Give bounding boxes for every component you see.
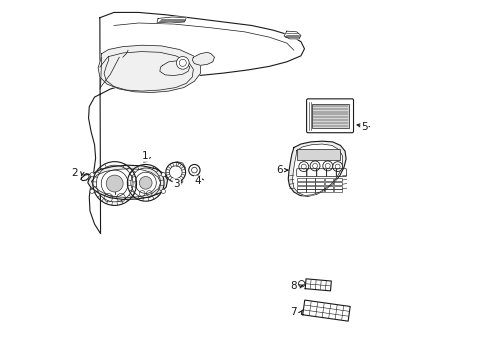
Text: 1: 1: [142, 151, 148, 161]
Bar: [333, 186, 342, 189]
Polygon shape: [284, 31, 300, 39]
Polygon shape: [157, 17, 186, 23]
Bar: [296, 189, 305, 192]
Polygon shape: [305, 279, 331, 291]
Text: 3: 3: [173, 179, 180, 189]
Bar: [315, 178, 323, 181]
Circle shape: [90, 172, 94, 177]
Polygon shape: [166, 162, 185, 177]
Circle shape: [309, 161, 319, 171]
Bar: [324, 186, 332, 189]
Bar: [305, 186, 314, 189]
Bar: [315, 189, 323, 192]
Text: 4: 4: [194, 176, 201, 186]
Text: 7: 7: [289, 307, 296, 317]
Circle shape: [161, 172, 165, 177]
Circle shape: [90, 189, 94, 193]
Polygon shape: [88, 12, 304, 234]
FancyBboxPatch shape: [306, 99, 353, 133]
Circle shape: [161, 189, 165, 193]
Circle shape: [139, 176, 152, 189]
Circle shape: [188, 165, 200, 176]
Bar: [305, 189, 314, 192]
Circle shape: [298, 280, 304, 287]
Bar: [324, 189, 332, 192]
Bar: [315, 182, 323, 185]
Circle shape: [106, 175, 123, 192]
Circle shape: [298, 162, 308, 171]
Circle shape: [176, 57, 189, 69]
Bar: [296, 178, 305, 181]
Text: 5: 5: [361, 122, 367, 132]
Bar: [333, 182, 342, 185]
Circle shape: [165, 162, 185, 182]
Polygon shape: [91, 169, 160, 198]
Text: 8: 8: [289, 281, 296, 291]
Polygon shape: [292, 144, 342, 195]
Bar: [305, 182, 314, 185]
Polygon shape: [192, 52, 214, 66]
Polygon shape: [287, 141, 346, 196]
Text: 2: 2: [71, 168, 78, 178]
Bar: [333, 189, 342, 192]
Bar: [324, 182, 332, 185]
Bar: [315, 186, 323, 189]
Bar: [311, 104, 348, 128]
Circle shape: [322, 161, 332, 171]
Polygon shape: [81, 174, 89, 181]
Bar: [296, 186, 305, 189]
Polygon shape: [302, 300, 349, 321]
Bar: [297, 149, 340, 159]
Bar: [305, 178, 314, 181]
Polygon shape: [98, 45, 200, 93]
Circle shape: [332, 162, 342, 171]
Bar: [333, 178, 342, 181]
Text: 6: 6: [276, 165, 283, 175]
Polygon shape: [160, 61, 189, 76]
Polygon shape: [88, 165, 167, 199]
Bar: [324, 178, 332, 181]
Bar: [296, 182, 305, 185]
